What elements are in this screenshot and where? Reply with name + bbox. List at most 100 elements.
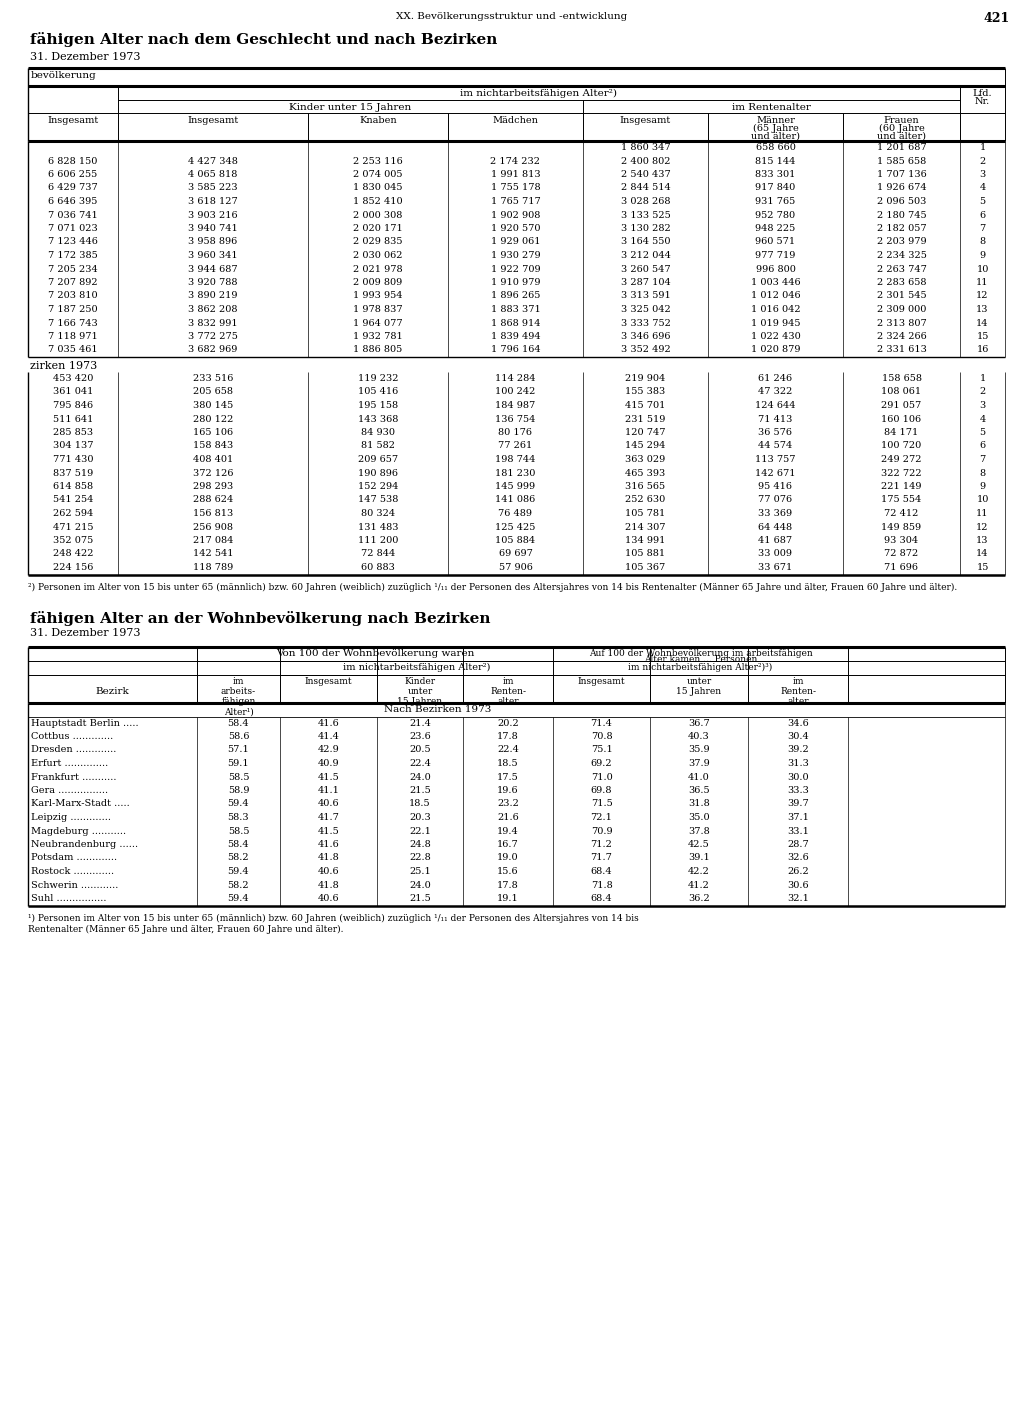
Text: 614 858: 614 858 bbox=[53, 482, 93, 491]
Text: 58.4: 58.4 bbox=[227, 840, 249, 850]
Text: 833 301: 833 301 bbox=[756, 169, 796, 179]
Text: 26.2: 26.2 bbox=[787, 867, 809, 877]
Text: 262 594: 262 594 bbox=[53, 509, 93, 518]
Text: 1 978 837: 1 978 837 bbox=[353, 305, 402, 314]
Text: 141 086: 141 086 bbox=[496, 495, 536, 505]
Text: 6: 6 bbox=[979, 211, 985, 219]
Text: 6 606 255: 6 606 255 bbox=[48, 169, 97, 179]
Text: 421: 421 bbox=[984, 11, 1010, 26]
Text: 948 225: 948 225 bbox=[756, 223, 796, 233]
Text: 3 346 696: 3 346 696 bbox=[621, 332, 671, 342]
Text: 2 182 057: 2 182 057 bbox=[877, 223, 927, 233]
Text: 59.1: 59.1 bbox=[227, 758, 249, 768]
Text: 1 886 805: 1 886 805 bbox=[353, 346, 402, 354]
Text: 12: 12 bbox=[976, 292, 989, 300]
Text: 3 958 896: 3 958 896 bbox=[188, 238, 238, 246]
Text: 37.1: 37.1 bbox=[787, 813, 809, 822]
Text: 7 166 743: 7 166 743 bbox=[48, 319, 98, 327]
Text: 69 697: 69 697 bbox=[499, 549, 532, 558]
Text: Alter kamen ... Personen: Alter kamen ... Personen bbox=[644, 656, 757, 665]
Text: 59.4: 59.4 bbox=[227, 867, 249, 877]
Text: unter
15 Jahren: unter 15 Jahren bbox=[677, 676, 722, 696]
Text: 3 862 208: 3 862 208 bbox=[188, 305, 238, 314]
Text: 36.5: 36.5 bbox=[688, 785, 710, 795]
Text: 2 030 062: 2 030 062 bbox=[353, 250, 402, 260]
Text: 41.6: 41.6 bbox=[317, 840, 339, 850]
Text: 1 910 979: 1 910 979 bbox=[490, 277, 541, 287]
Text: 155 383: 155 383 bbox=[626, 387, 666, 397]
Text: 23.2: 23.2 bbox=[497, 800, 519, 808]
Text: 24.0: 24.0 bbox=[410, 773, 431, 781]
Text: 3 212 044: 3 212 044 bbox=[621, 250, 671, 260]
Text: 24.0: 24.0 bbox=[410, 881, 431, 889]
Text: 13: 13 bbox=[976, 536, 989, 545]
Text: Auf 100 der Wohnbevölkerung im arbeitsfähigen: Auf 100 der Wohnbevölkerung im arbeitsfä… bbox=[589, 649, 812, 657]
Text: 7 205 234: 7 205 234 bbox=[48, 265, 98, 273]
Text: 316 565: 316 565 bbox=[626, 482, 666, 491]
Text: Rentenalter (Männer 65 Jahre und älter, Frauen 60 Jahre und älter).: Rentenalter (Männer 65 Jahre und älter, … bbox=[28, 925, 343, 933]
Text: 3 287 104: 3 287 104 bbox=[621, 277, 671, 287]
Text: 58.2: 58.2 bbox=[227, 881, 249, 889]
Text: Frauen: Frauen bbox=[884, 117, 920, 125]
Text: 58.9: 58.9 bbox=[227, 785, 249, 795]
Text: Frankfurt ...........: Frankfurt ........... bbox=[31, 773, 117, 781]
Text: 80 324: 80 324 bbox=[360, 509, 395, 518]
Text: 119 232: 119 232 bbox=[357, 374, 398, 383]
Text: 11: 11 bbox=[976, 277, 989, 287]
Text: 2: 2 bbox=[979, 157, 986, 165]
Text: 3 772 275: 3 772 275 bbox=[188, 332, 238, 342]
Text: 3 920 788: 3 920 788 bbox=[188, 277, 238, 287]
Text: 815 144: 815 144 bbox=[756, 157, 796, 165]
Text: Suhl ................: Suhl ................ bbox=[31, 894, 106, 904]
Text: 8: 8 bbox=[979, 468, 985, 478]
Text: 105 367: 105 367 bbox=[626, 564, 666, 572]
Text: 541 254: 541 254 bbox=[53, 495, 93, 505]
Text: 1 003 446: 1 003 446 bbox=[751, 277, 801, 287]
Text: 76 489: 76 489 bbox=[499, 509, 532, 518]
Text: 1 929 061: 1 929 061 bbox=[490, 238, 541, 246]
Text: bevölkerung: bevölkerung bbox=[31, 71, 96, 80]
Text: 36.2: 36.2 bbox=[688, 894, 710, 904]
Text: 18.5: 18.5 bbox=[498, 758, 519, 768]
Text: 3 832 991: 3 832 991 bbox=[188, 319, 238, 327]
Text: 125 425: 125 425 bbox=[496, 522, 536, 532]
Text: Bezirk: Bezirk bbox=[95, 686, 129, 696]
Text: 6 646 395: 6 646 395 bbox=[48, 196, 97, 206]
Text: 3 130 282: 3 130 282 bbox=[621, 223, 671, 233]
Text: 3: 3 bbox=[979, 401, 986, 410]
Text: 69.2: 69.2 bbox=[591, 758, 612, 768]
Text: 80 176: 80 176 bbox=[499, 428, 532, 437]
Text: 2 309 000: 2 309 000 bbox=[877, 305, 926, 314]
Text: 4: 4 bbox=[979, 184, 986, 192]
Text: 21.5: 21.5 bbox=[410, 894, 431, 904]
Text: im
Renten-
alter: im Renten- alter bbox=[780, 676, 816, 706]
Text: 1: 1 bbox=[979, 374, 986, 383]
Text: 22.8: 22.8 bbox=[410, 854, 431, 862]
Text: 32.1: 32.1 bbox=[787, 894, 809, 904]
Text: 6 828 150: 6 828 150 bbox=[48, 157, 97, 165]
Text: Magdeburg ...........: Magdeburg ........... bbox=[31, 827, 126, 835]
Text: 2: 2 bbox=[979, 387, 986, 397]
Text: 3 585 223: 3 585 223 bbox=[188, 184, 238, 192]
Text: Leipzig .............: Leipzig ............. bbox=[31, 813, 111, 822]
Text: 36 576: 36 576 bbox=[759, 428, 793, 437]
Text: 72 844: 72 844 bbox=[360, 549, 395, 558]
Text: 1 883 371: 1 883 371 bbox=[490, 305, 541, 314]
Text: 1 964 077: 1 964 077 bbox=[353, 319, 402, 327]
Text: 160 106: 160 106 bbox=[882, 414, 922, 424]
Text: 158 658: 158 658 bbox=[882, 374, 922, 383]
Text: 361 041: 361 041 bbox=[53, 387, 93, 397]
Text: 28.7: 28.7 bbox=[787, 840, 809, 850]
Text: 1 926 674: 1 926 674 bbox=[877, 184, 927, 192]
Text: 77 261: 77 261 bbox=[499, 441, 532, 451]
Text: 13: 13 bbox=[976, 305, 989, 314]
Text: 41.1: 41.1 bbox=[317, 785, 339, 795]
Text: 68.4: 68.4 bbox=[591, 894, 612, 904]
Text: 158 843: 158 843 bbox=[193, 441, 233, 451]
Text: 58.5: 58.5 bbox=[227, 827, 249, 835]
Text: 81 582: 81 582 bbox=[361, 441, 395, 451]
Text: 20.5: 20.5 bbox=[410, 746, 431, 754]
Text: 42.5: 42.5 bbox=[688, 840, 710, 850]
Text: 4 065 818: 4 065 818 bbox=[188, 169, 238, 179]
Text: 7: 7 bbox=[979, 223, 986, 233]
